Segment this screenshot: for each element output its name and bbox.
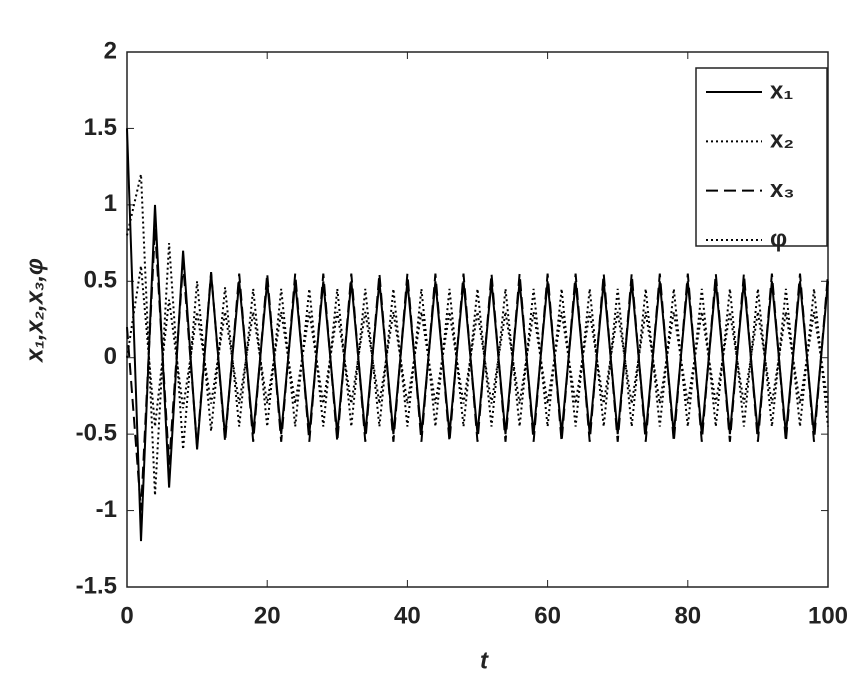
y-tick-label: -0.5	[76, 419, 117, 446]
x-tick-label: 20	[254, 602, 281, 629]
x-tick-label: 40	[394, 602, 421, 629]
series-line	[126, 227, 829, 511]
y-tick-label: 0.5	[84, 267, 117, 294]
y-tick-label: -1.5	[76, 572, 117, 599]
x-tick-label: 0	[120, 602, 133, 629]
legend-label: φ	[770, 225, 787, 252]
legend-label: x₂	[770, 127, 794, 154]
legend-label: x₃	[770, 176, 794, 203]
y-tick-label: 1	[104, 190, 117, 217]
y-tick-label: 1.5	[84, 114, 117, 141]
x-tick-label: 100	[808, 602, 848, 629]
x-tick-label: 60	[534, 602, 561, 629]
x-tick-label: 80	[674, 602, 701, 629]
y-tick-label: 0	[104, 343, 117, 370]
y-tick-label: 2	[104, 37, 117, 64]
legend-label: x₁	[770, 77, 793, 104]
y-axis-label: x₁,x₂,x₃,φ	[21, 258, 48, 364]
legend-box	[695, 67, 828, 247]
x-axis-label: t	[480, 647, 489, 674]
y-tick-label: -1	[96, 496, 117, 523]
